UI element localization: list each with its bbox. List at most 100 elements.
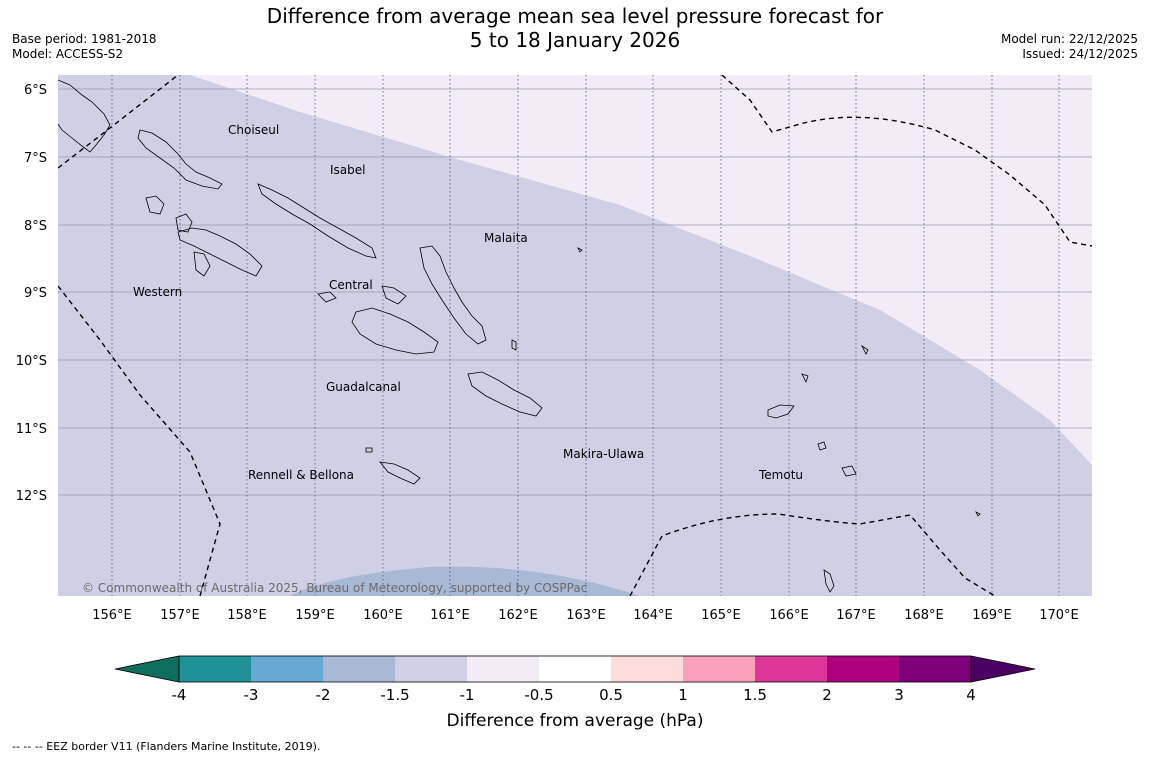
lat-label: 7°S: [24, 151, 47, 166]
colorbar-label: Difference from average (hPa): [447, 711, 704, 731]
coastline-new-georgia: [177, 227, 263, 277]
lon-label: 167°E: [836, 608, 876, 623]
coastline-rennell: [379, 461, 421, 485]
lat-label: 6°S: [24, 83, 47, 98]
lon-label: 166°E: [769, 608, 809, 623]
graticule: [58, 75, 1092, 596]
eez-border-south-west: [58, 285, 221, 596]
coastline-rendova: [193, 251, 211, 277]
title-line-2: 5 to 18 January 2026: [469, 28, 681, 52]
coastline-reef-islands: [801, 373, 809, 384]
place-label-guadalcanal: Guadalcanal: [326, 380, 401, 394]
colorbar-segment: [899, 656, 971, 682]
place-label-isabel: Isabel: [330, 163, 365, 177]
colorbar: -4 -3 -2 -1.5 -1 -0.5 0.5 1 1.5 2 3 4 Di…: [114, 655, 1036, 731]
lon-label: 163°E: [566, 608, 606, 623]
colorbar-tick: 4: [966, 686, 976, 704]
lat-label: 12°S: [16, 489, 47, 504]
colorbar-tick: -2: [316, 686, 331, 704]
colorbar-segment: [323, 656, 395, 682]
place-label-central: Central: [329, 278, 373, 292]
title-line-1: Difference from average mean sea level p…: [266, 4, 884, 28]
lon-label: 169°E: [972, 608, 1012, 623]
colorbar-segment: [827, 656, 899, 682]
colorbar-extend-high: [970, 655, 1036, 683]
model-run: Model run: 22/12/2025: [1000, 32, 1138, 46]
coastline-utupua: [817, 441, 827, 451]
colorbar-tick: -1: [460, 686, 475, 704]
colorbar-tick: 2: [822, 686, 832, 704]
eez-borders: [58, 75, 1092, 596]
colorbar-tick-labels: -4 -3 -2 -1.5 -1 -0.5 0.5 1 1.5 2 3 4: [172, 686, 976, 704]
lon-label: 157°E: [160, 608, 200, 623]
lon-label: 162°E: [498, 608, 538, 623]
colorbar-segment: [251, 656, 323, 682]
coastline-malaita: [419, 245, 487, 345]
colorbar-segment: [539, 656, 611, 682]
issued-date: Issued: 24/12/2025: [1022, 47, 1138, 61]
place-label-makira-ulawa: Makira-Ulawa: [563, 447, 644, 461]
colorbar-segment: [683, 656, 755, 682]
anomaly-region-minus-2-to-minus-1.5: [290, 566, 640, 596]
coastline-santa-cruz: [767, 404, 795, 419]
colorbar-segment: [755, 656, 827, 682]
coastline-vanikoro: [841, 465, 857, 477]
eez-border-south-east: [629, 513, 996, 596]
lon-label: 156°E: [92, 608, 132, 623]
colorbar-outline: [178, 655, 972, 683]
lon-label: 170°E: [1039, 608, 1079, 623]
base-period: Base period: 1981-2018: [12, 32, 157, 46]
lat-label: 10°S: [16, 354, 47, 369]
lon-label: 168°E: [904, 608, 944, 623]
coastline-choiseul: [137, 129, 223, 190]
coastline-bougainville: [58, 79, 111, 153]
coastlines: [58, 79, 981, 593]
lon-label: 161°E: [430, 608, 470, 623]
lat-label: 11°S: [16, 422, 47, 437]
anomaly-region-minus-1-to-minus-0.5: [190, 75, 1092, 465]
coastline-florida-islands: [317, 291, 337, 303]
colorbar-segment: [467, 656, 539, 682]
lon-label: 164°E: [633, 608, 673, 623]
lon-label: 165°E: [701, 608, 741, 623]
copyright-notice: © Commonwealth of Australia 2025, Bureau…: [82, 581, 587, 595]
colorbar-segment: [611, 656, 683, 682]
coastline-ulawa: [511, 339, 517, 351]
place-label-western: Western: [133, 285, 182, 299]
anomaly-shading: [58, 75, 1092, 596]
coastline-bellona: [365, 447, 373, 453]
colorbar-tick: 0.5: [599, 686, 623, 704]
coastline-isabel: [257, 183, 377, 259]
longitude-labels: 156°E 157°E 158°E 159°E 160°E 161°E 162°…: [92, 608, 1079, 623]
colorbar-tick: 1: [678, 686, 688, 704]
model-name: Model: ACCESS-S2: [12, 47, 124, 61]
eez-border-north-west: [58, 75, 179, 169]
colorbar-tick: -4: [172, 686, 187, 704]
lon-label: 159°E: [295, 608, 335, 623]
coastline-sikaiana: [577, 247, 583, 253]
lat-label: 9°S: [24, 286, 47, 301]
colorbar-tick: -0.5: [524, 686, 553, 704]
colorbar-tick: -3: [244, 686, 259, 704]
eez-legend-note: -- -- -- EEZ border V11 (Flanders Marine…: [12, 740, 320, 753]
coastline-vella-lavella: [145, 195, 165, 215]
colorbar-segment: [395, 656, 467, 682]
place-label-malaita: Malaita: [484, 231, 528, 245]
place-labels: Choiseul Isabel Malaita Western Central …: [133, 123, 803, 482]
colorbar-tick: -1.5: [380, 686, 409, 704]
coastline-guadalcanal: [351, 307, 439, 355]
colorbar-segment: [179, 656, 251, 682]
coastline-russell-islands: [381, 285, 407, 305]
coastline-anuta: [975, 511, 981, 517]
lon-label: 158°E: [227, 608, 267, 623]
place-label-temotu: Temotu: [758, 468, 803, 482]
coastline-tikopia: [823, 569, 835, 593]
place-label-rennell-bellona: Rennell & Bellona: [248, 468, 354, 482]
lat-label: 8°S: [24, 219, 47, 234]
latitude-labels: 6°S 7°S 8°S 9°S 10°S 11°S 12°S: [16, 83, 47, 504]
colorbar-tick: 3: [894, 686, 904, 704]
eez-border-north-east: [721, 75, 1092, 247]
coastline-duff-islands: [860, 344, 869, 355]
coastline-kolombangara: [175, 213, 193, 233]
